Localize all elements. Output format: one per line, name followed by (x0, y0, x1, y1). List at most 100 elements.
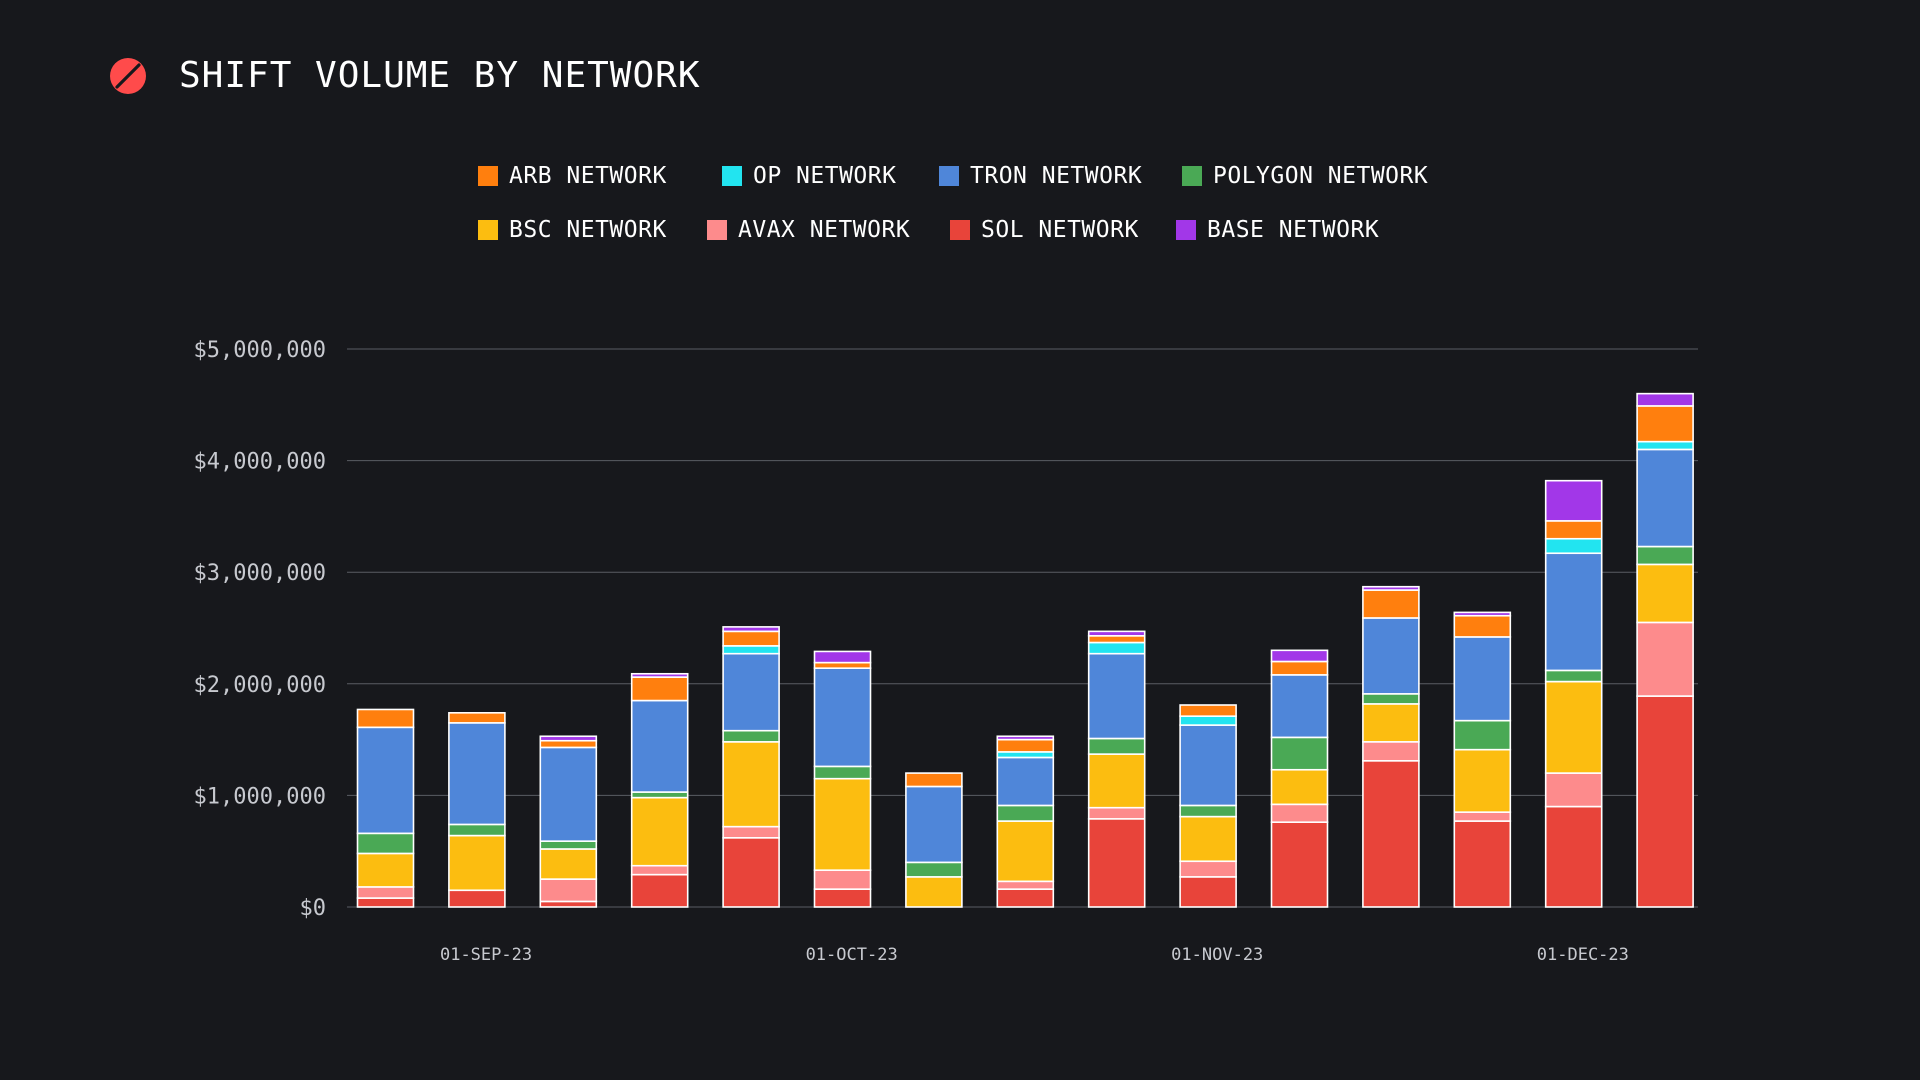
bar-segment (1544, 537, 1603, 555)
bar-segment (1636, 695, 1694, 908)
bar-segment (1362, 741, 1420, 762)
legend-swatch-arb (478, 166, 498, 186)
x-tick-label: 01-NOV-23 (1171, 945, 1263, 965)
bar-segment (905, 785, 963, 864)
bar-segment (996, 751, 1055, 759)
bar-segment (1270, 736, 1329, 771)
bar-stack (996, 735, 1055, 908)
bar-segment (448, 712, 506, 724)
bar-stack (905, 772, 963, 908)
chart-title: SHIFT VOLUME BY NETWORK (179, 55, 701, 96)
bar-segment (1270, 660, 1329, 676)
bar-segment (1270, 768, 1329, 806)
bar-segment (996, 804, 1055, 822)
bar-segment (539, 878, 598, 903)
bar-stack (1270, 649, 1329, 908)
legend-swatch-polygon (1182, 166, 1202, 186)
bar-segment (1453, 611, 1512, 617)
legend-item-op: OP NETWORK (722, 160, 896, 192)
bar-segment (356, 832, 415, 855)
bar-segment (356, 726, 415, 835)
bar-segment (1087, 630, 1146, 637)
bar-segment (722, 837, 780, 908)
bar-segment (722, 741, 780, 828)
bar-segment (1362, 585, 1420, 591)
bar-segment (1453, 614, 1512, 638)
y-tick-label: $3,000,000 (194, 561, 326, 586)
bar-segment (1544, 805, 1603, 908)
bar-segment (448, 889, 506, 908)
bar-segment (1270, 674, 1329, 739)
legend-swatch-sol (950, 220, 970, 240)
bar-segment (630, 796, 689, 867)
bar-segment (905, 861, 963, 878)
bar-segment (539, 746, 598, 842)
bar-segment (813, 661, 872, 669)
legend-item-polygon: POLYGON NETWORK (1182, 160, 1428, 192)
bar-segment (1179, 815, 1237, 863)
bar-segment (1270, 803, 1329, 823)
bar-segment (1636, 392, 1694, 407)
bar-segment (996, 756, 1055, 807)
legend-label-polygon: POLYGON NETWORK (1213, 163, 1429, 189)
slashed-circle-logo-icon (110, 57, 146, 94)
bar-stack (1087, 630, 1146, 908)
bar-segment (1636, 448, 1694, 548)
bar-segment (1362, 589, 1420, 619)
y-tick-label: $2,000,000 (194, 673, 326, 698)
bar-segment (1453, 811, 1512, 822)
legend-label-bsc: BSC NETWORK (509, 217, 667, 243)
bar-segment (722, 729, 780, 743)
bar-segment (539, 848, 598, 880)
y-tick-label: $4,000,000 (194, 450, 326, 475)
legend-row-1: ARB NETWORK OP NETWORK TRON NETWORK POLY… (478, 160, 1478, 214)
x-tick-label: 01-OCT-23 (806, 945, 898, 965)
bar-segment (1453, 719, 1512, 751)
bar-segment (1179, 715, 1237, 726)
legend-label-arb: ARB NETWORK (509, 163, 667, 189)
bar-segment (1544, 680, 1603, 774)
legend-label-sol: SOL NETWORK (981, 217, 1139, 243)
x-tick-label: 01-SEP-23 (440, 945, 532, 965)
legend-swatch-op (722, 166, 742, 186)
chart-header: SHIFT VOLUME BY NETWORK (109, 55, 701, 96)
bar-segment (1087, 641, 1146, 655)
bar-segment (1636, 440, 1694, 451)
bar-segment (1087, 635, 1146, 644)
bar-segment (905, 772, 963, 788)
bar-segment (1636, 405, 1694, 443)
legend-swatch-base (1176, 220, 1196, 240)
bar-segment (1179, 860, 1237, 878)
bar-stack (1544, 479, 1603, 908)
bar-segment (722, 825, 780, 839)
bar-segment (1179, 876, 1237, 908)
bar-segment (356, 886, 415, 899)
legend-label-base: BASE NETWORK (1207, 217, 1380, 243)
chart-legend: ARB NETWORK OP NETWORK TRON NETWORK POLY… (478, 160, 1478, 268)
bar-segment (813, 765, 872, 780)
legend-label-avax: AVAX NETWORK (738, 217, 911, 243)
bar-segment (813, 869, 872, 890)
bar-segment (630, 672, 689, 678)
bar-segment (996, 735, 1055, 741)
legend-swatch-bsc (478, 220, 498, 240)
bars (356, 392, 1694, 908)
y-tick-label: $1,000,000 (194, 784, 326, 809)
legend-swatch-avax (707, 220, 727, 240)
legend-label-tron: TRON NETWORK (970, 163, 1143, 189)
bar-segment (1453, 636, 1512, 722)
bar-segment (1087, 818, 1146, 908)
bar-segment (722, 626, 780, 633)
bar-segment (630, 699, 689, 793)
bar-segment (539, 840, 598, 850)
bar-segment (1087, 806, 1146, 820)
bar-segment (813, 667, 872, 768)
bar-segment (356, 708, 415, 729)
bar-stack (1636, 392, 1694, 908)
legend-label-op: OP NETWORK (753, 163, 897, 189)
bar-segment (1179, 724, 1237, 807)
legend-item-sol: SOL NETWORK (950, 214, 1139, 246)
bar-segment (905, 876, 963, 908)
